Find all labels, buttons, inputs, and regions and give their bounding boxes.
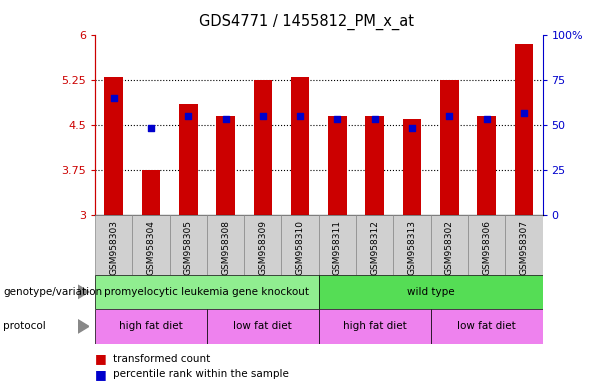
Text: GDS4771 / 1455812_PM_x_at: GDS4771 / 1455812_PM_x_at: [199, 13, 414, 30]
Text: transformed count: transformed count: [113, 354, 211, 364]
Point: [258, 113, 268, 119]
Bar: [95, 309, 207, 344]
Bar: [170, 215, 207, 275]
Text: GSM958310: GSM958310: [295, 220, 305, 275]
Point: [407, 125, 417, 131]
Bar: [142, 170, 160, 215]
Polygon shape: [78, 285, 89, 299]
Text: GSM958313: GSM958313: [408, 220, 416, 275]
Text: percentile rank within the sample: percentile rank within the sample: [113, 369, 289, 379]
Bar: [216, 116, 235, 215]
Text: low fat diet: low fat diet: [457, 321, 516, 331]
Text: genotype/variation: genotype/variation: [3, 287, 102, 297]
Point: [519, 110, 529, 116]
Bar: [95, 215, 132, 275]
Text: GSM958307: GSM958307: [519, 220, 528, 275]
Text: GSM958305: GSM958305: [184, 220, 192, 275]
Bar: [365, 116, 384, 215]
Point: [221, 116, 230, 122]
Bar: [291, 77, 310, 215]
Bar: [319, 215, 356, 275]
Bar: [281, 215, 319, 275]
Text: GSM958304: GSM958304: [147, 220, 156, 275]
Text: ■: ■: [95, 353, 107, 366]
Point: [295, 113, 305, 119]
Bar: [254, 80, 272, 215]
Text: wild type: wild type: [407, 287, 454, 297]
Bar: [430, 309, 543, 344]
Bar: [319, 275, 543, 309]
Point: [370, 116, 379, 122]
Bar: [440, 80, 459, 215]
Bar: [132, 215, 170, 275]
Bar: [319, 309, 430, 344]
Text: GSM958311: GSM958311: [333, 220, 342, 275]
Text: protocol: protocol: [3, 321, 46, 331]
Point: [109, 95, 118, 101]
Point: [146, 125, 156, 131]
Bar: [328, 116, 347, 215]
Bar: [104, 77, 123, 215]
Point: [183, 113, 193, 119]
Point: [444, 113, 454, 119]
Bar: [207, 215, 244, 275]
Bar: [244, 215, 281, 275]
Text: GSM958309: GSM958309: [258, 220, 267, 275]
Bar: [430, 215, 468, 275]
Text: GSM958303: GSM958303: [109, 220, 118, 275]
Bar: [468, 215, 505, 275]
Polygon shape: [78, 319, 89, 333]
Bar: [179, 104, 197, 215]
Text: GSM958306: GSM958306: [482, 220, 491, 275]
Bar: [478, 116, 496, 215]
Bar: [207, 309, 319, 344]
Bar: [394, 215, 430, 275]
Point: [482, 116, 492, 122]
Bar: [514, 44, 533, 215]
Text: GSM958312: GSM958312: [370, 220, 379, 275]
Text: GSM958308: GSM958308: [221, 220, 230, 275]
Bar: [356, 215, 394, 275]
Text: promyelocytic leukemia gene knockout: promyelocytic leukemia gene knockout: [104, 287, 310, 297]
Text: GSM958302: GSM958302: [445, 220, 454, 275]
Point: [332, 116, 342, 122]
Text: ■: ■: [95, 368, 107, 381]
Bar: [95, 275, 319, 309]
Bar: [403, 119, 421, 215]
Text: low fat diet: low fat diet: [234, 321, 292, 331]
Text: high fat diet: high fat diet: [343, 321, 406, 331]
Bar: [505, 215, 543, 275]
Text: high fat diet: high fat diet: [119, 321, 183, 331]
